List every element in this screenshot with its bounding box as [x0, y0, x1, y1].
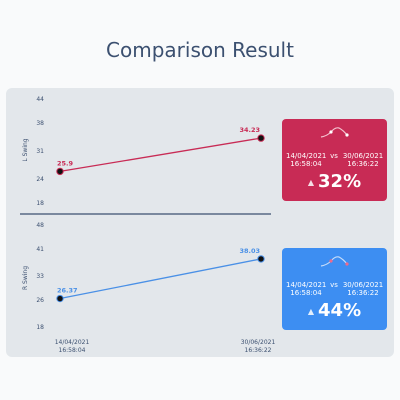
- y-tick-label: 24: [36, 176, 44, 183]
- y-tick-label: 18: [36, 324, 44, 331]
- y-tick-label: 41: [36, 246, 44, 253]
- y-tick-label: 38: [36, 120, 44, 127]
- trend-sparkline-icon: [320, 256, 349, 267]
- percent-value: 32%: [318, 171, 362, 192]
- data-label: 34.23: [239, 126, 260, 134]
- y-tick-label: 31: [36, 148, 44, 155]
- start-date: 14/04/2021: [286, 152, 327, 160]
- series-line: [59, 137, 262, 173]
- up-triangle-icon: ▲: [307, 177, 315, 187]
- percent-change: ▲ 32%: [282, 171, 387, 192]
- x-tick-date: 30/06/2021: [241, 339, 276, 346]
- end-datetime: 30/06/2021 16:36:22: [342, 152, 384, 168]
- percent-change: ▲ 44%: [282, 300, 387, 321]
- r-swing-result-card: 14/04/2021 16:58:04 vs 30/06/2021 16:36:…: [282, 248, 387, 330]
- vs-label: vs: [330, 281, 338, 289]
- y-tick-label: 18: [36, 200, 44, 207]
- r-swing-chart: R Swing 18 26 33 41 48 26.37 38.03: [22, 222, 265, 331]
- x-tick-time: 16:36:22: [245, 347, 272, 354]
- y-tick-label: 44: [36, 96, 44, 103]
- y-tick-label: 48: [36, 222, 44, 229]
- start-datetime: 14/04/2021 16:58:04: [286, 152, 326, 168]
- start-date: 14/04/2021: [286, 281, 327, 289]
- vs-label: vs: [330, 152, 338, 160]
- page-title: Comparison Result: [106, 38, 294, 62]
- data-point: [257, 255, 265, 263]
- y-tick-label: 33: [36, 273, 44, 280]
- x-tick-date: 14/04/2021: [55, 339, 90, 346]
- percent-value: 44%: [318, 300, 362, 321]
- end-datetime: 30/06/2021 16:36:22: [342, 281, 384, 297]
- l-swing-chart: L Swing 18 24 31 38 44 25.9 34.23: [22, 96, 265, 207]
- data-point: [257, 134, 265, 142]
- end-date: 30/06/2021: [342, 152, 384, 160]
- x-tick-time: 16:58:04: [59, 347, 86, 354]
- start-time: 16:58:04: [290, 289, 322, 297]
- start-time: 16:58:04: [290, 160, 322, 168]
- data-point: [56, 294, 64, 303]
- l-swing-result-card: 14/04/2021 16:58:04 vs 30/06/2021 16:36:…: [282, 119, 387, 201]
- series-line: [59, 258, 262, 300]
- data-label: 26.37: [57, 287, 78, 295]
- y-axis-title: R Swing: [22, 266, 29, 290]
- trend-sparkline-icon: [320, 127, 349, 138]
- end-time: 16:36:22: [347, 160, 379, 168]
- start-datetime: 14/04/2021 16:58:04: [286, 281, 326, 297]
- data-label: 25.9: [57, 159, 74, 167]
- data-label: 38.03: [239, 247, 260, 255]
- data-point: [56, 167, 64, 176]
- end-date: 30/06/2021: [342, 281, 384, 289]
- up-triangle-icon: ▲: [307, 306, 315, 316]
- y-tick-label: 26: [36, 297, 44, 304]
- y-axis-title: L Swing: [22, 138, 29, 161]
- end-time: 16:36:22: [347, 289, 379, 297]
